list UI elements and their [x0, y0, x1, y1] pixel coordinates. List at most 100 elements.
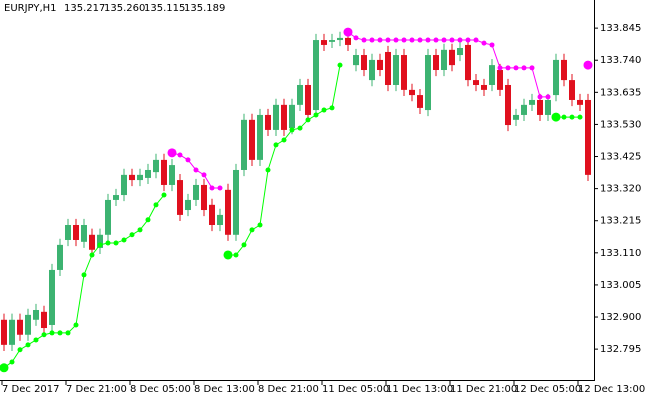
candle-body [217, 214, 223, 226]
candle-body [321, 40, 327, 45]
candle-body [545, 99, 551, 115]
candle-body [345, 37, 351, 45]
y-tick-label: 133.215 [600, 216, 641, 227]
candle-body [137, 174, 143, 181]
candle-body [353, 55, 359, 66]
y-tick-label: 132.795 [600, 344, 641, 355]
candle-body [49, 269, 55, 325]
candle-body [449, 49, 455, 66]
x-tick-label: 8 Dec 05:00 [130, 384, 191, 395]
candle-body [481, 84, 487, 90]
candle-body [257, 114, 263, 160]
candle-body [249, 119, 255, 160]
candle-body [361, 55, 367, 71]
x-tick-label: 11 Dec 13:00 [386, 384, 453, 395]
candle-body [153, 159, 159, 173]
candle-body [465, 44, 471, 81]
candle-body [489, 65, 495, 85]
candle-body [473, 80, 479, 85]
indicator-line [171, 152, 220, 189]
candle-body [441, 49, 447, 71]
candle-body [209, 204, 215, 226]
quote-value: 135.189 [184, 3, 225, 14]
candle-body [161, 159, 167, 185]
x-tick-label: 8 Dec 21:00 [258, 384, 319, 395]
candle-body [433, 55, 439, 71]
y-tick-label: 133.320 [600, 184, 641, 195]
x-tick-label: 7 Dec 2017 [2, 384, 60, 395]
candle-body [497, 70, 503, 90]
x-tick-label: 12 Dec 05:00 [514, 384, 581, 395]
candle-body [33, 309, 39, 320]
candle-body [561, 59, 567, 81]
chart-title: EURJPY,H1 [4, 3, 57, 14]
candle-body [329, 40, 335, 42]
y-tick-label: 133.635 [600, 87, 641, 98]
candle-body [1, 319, 7, 345]
candle-body [185, 199, 191, 211]
candle-body [177, 180, 183, 215]
candle-body [337, 37, 343, 41]
candle-body [505, 84, 511, 126]
candle-body [585, 99, 591, 175]
candle-body [65, 225, 71, 240]
candle-body [289, 104, 295, 129]
candle-body [233, 169, 239, 235]
indicator-dot [583, 60, 593, 70]
candle-body [457, 47, 463, 56]
candle-body [305, 84, 311, 115]
candle-body [273, 104, 279, 130]
indicator-line [228, 65, 341, 256]
candle-body [537, 99, 543, 115]
candle-body [313, 40, 319, 111]
candle-body [121, 174, 127, 196]
candle-body [281, 104, 287, 130]
y-tick-label: 133.110 [600, 248, 641, 259]
candle-body [377, 59, 383, 71]
indicator-line [347, 31, 548, 98]
y-tick-label: 133.005 [600, 280, 641, 291]
x-tick-label: 11 Dec 21:00 [450, 384, 517, 395]
x-tick-label: 8 Dec 13:00 [194, 384, 255, 395]
candle-body [569, 80, 575, 100]
y-tick-label: 133.425 [600, 152, 641, 163]
candle-body [129, 174, 135, 181]
candle-body [241, 119, 247, 170]
quote-value: 135.217 [64, 3, 105, 14]
x-tick-label: 12 Dec 13:00 [578, 384, 645, 395]
candle-body [169, 165, 175, 185]
candle-body [369, 59, 375, 81]
y-tick-label: 133.530 [600, 119, 641, 130]
candle-body [409, 89, 415, 96]
candle-body [297, 84, 303, 105]
x-tick-label: 7 Dec 21:00 [66, 384, 127, 395]
candle-body [113, 195, 119, 200]
candle-body [193, 184, 199, 200]
candle-body [201, 184, 207, 211]
candle-body [73, 225, 79, 240]
candle-body [553, 59, 559, 96]
candle-body [529, 99, 535, 105]
candle-body [385, 51, 391, 85]
candle-body [401, 55, 407, 90]
candle-body [89, 234, 95, 250]
indicator-line [3, 194, 165, 369]
candle-body [41, 311, 47, 329]
y-tick-label: 133.845 [600, 23, 641, 34]
candle-body [105, 199, 111, 235]
quote-value: 135.260 [104, 3, 145, 14]
y-tick-label: 133.740 [600, 55, 641, 66]
candle-body [393, 55, 399, 85]
candle-body [25, 314, 31, 335]
candle-body [417, 95, 423, 108]
candle-body [225, 189, 231, 235]
candle-body [265, 114, 271, 130]
candle-body [81, 225, 87, 242]
quote-value: 135.115 [144, 3, 185, 14]
candle-body [577, 99, 583, 105]
candle-body [57, 244, 63, 270]
candle-body [97, 234, 103, 248]
